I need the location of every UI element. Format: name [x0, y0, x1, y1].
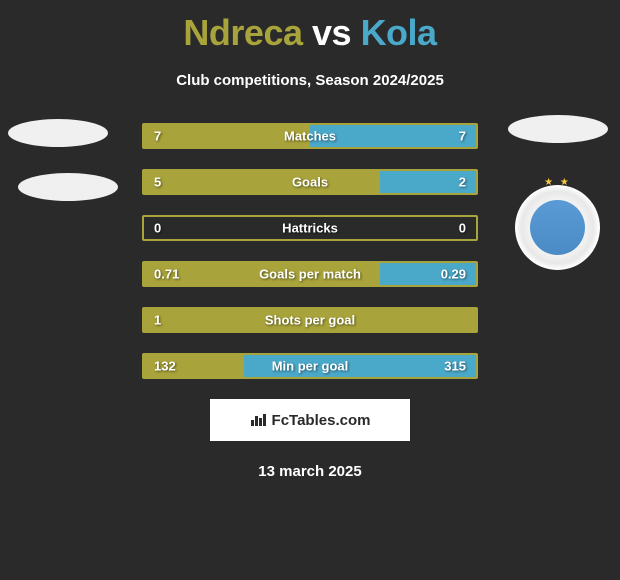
- stat-label: Goals per match: [259, 267, 361, 282]
- crest-shield-icon: [530, 200, 585, 255]
- stat-row: 0.71 Goals per match 0.29: [142, 261, 478, 287]
- vs-text: vs: [312, 12, 351, 53]
- chart-icon: [250, 412, 266, 429]
- crest-stars-icon: ★ ★: [544, 177, 571, 188]
- stat-row: 1 Shots per goal: [142, 307, 478, 333]
- stat-fill-left: [144, 171, 380, 193]
- stat-value-right: 315: [444, 359, 466, 374]
- stat-value-right: 7: [459, 129, 466, 144]
- footer-date: 13 march 2025: [0, 463, 620, 480]
- stat-value-right: 2: [459, 175, 466, 190]
- stat-value-left: 0: [154, 221, 161, 236]
- player2-name: Kola: [361, 12, 437, 53]
- stat-value-left: 132: [154, 359, 176, 374]
- stat-value-left: 5: [154, 175, 161, 190]
- subtitle-text: Club competitions, Season 2024/2025: [0, 72, 620, 89]
- stat-value-left: 1: [154, 313, 161, 328]
- player1-avatar-2: [18, 173, 118, 201]
- stat-label: Shots per goal: [265, 313, 355, 328]
- stat-row: 0 Hattricks 0: [142, 215, 478, 241]
- stat-row: 5 Goals 2: [142, 169, 478, 195]
- stat-value-left: 7: [154, 129, 161, 144]
- stat-label: Hattricks: [282, 221, 338, 236]
- comparison-title: Ndreca vs Kola: [0, 0, 620, 54]
- site-name: FcTables.com: [272, 412, 371, 429]
- stats-container: ★ ★ 7 Matches 7 5 Goals 2 0 Hattricks 0 0.71 Goals…: [0, 123, 620, 379]
- player1-name: Ndreca: [183, 12, 302, 53]
- stat-value-right: 0.29: [441, 267, 466, 282]
- stat-value-right: 0: [459, 221, 466, 236]
- stat-label: Min per goal: [272, 359, 349, 374]
- stat-value-left: 0.71: [154, 267, 179, 282]
- stat-label: Goals: [292, 175, 328, 190]
- stat-row: 132 Min per goal 315: [142, 353, 478, 379]
- player2-avatar: [508, 115, 608, 143]
- club-crest: ★ ★: [515, 185, 600, 270]
- stat-label: Matches: [284, 129, 336, 144]
- site-badge: FcTables.com: [210, 399, 410, 441]
- player1-avatar-1: [8, 119, 108, 147]
- stat-row: 7 Matches 7: [142, 123, 478, 149]
